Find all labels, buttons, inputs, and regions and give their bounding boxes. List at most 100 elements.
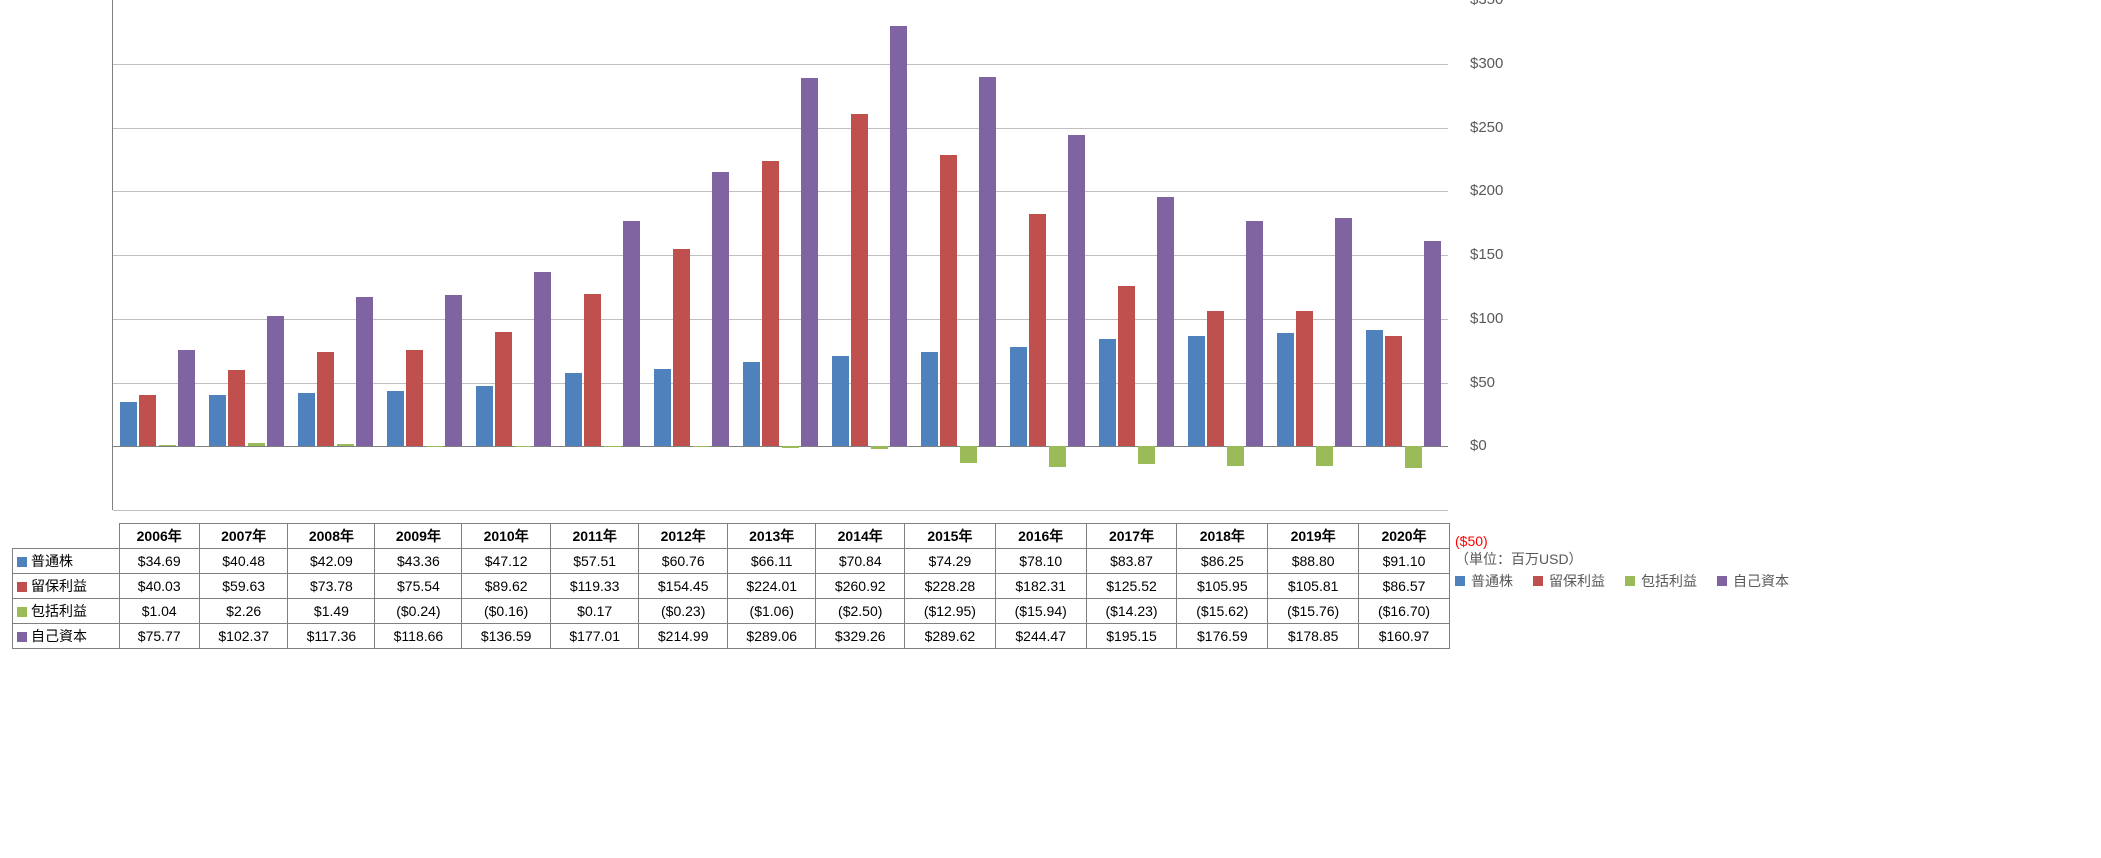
table-cell: $42.09 — [288, 549, 375, 574]
gridline — [113, 510, 1448, 511]
table-cell: $160.97 — [1359, 624, 1450, 649]
table-cell: $105.95 — [1177, 574, 1268, 599]
bar-retained — [1207, 311, 1224, 446]
y-axis-label: $350 — [1470, 0, 1550, 8]
table-cell: $70.84 — [816, 549, 905, 574]
row-swatch-icon — [17, 607, 27, 617]
legend-item: 自己資本 — [1717, 571, 1789, 591]
bar-retained — [1385, 336, 1402, 446]
right-legend: ($50) （単位：百万USD） 普通株留保利益包括利益自己資本 — [1455, 533, 2085, 593]
table-column-header: 2018年 — [1177, 524, 1268, 549]
table-cell: $102.37 — [199, 624, 288, 649]
bar-common — [1099, 339, 1116, 446]
table-row: 包括利益$1.04$2.26$1.49($0.24)($0.16)$0.17($… — [13, 599, 1450, 624]
legend-unit: （単位：百万USD） — [1455, 549, 2085, 569]
table-cell: $119.33 — [550, 574, 639, 599]
table-column-header: 2012年 — [639, 524, 728, 549]
table-column-header: 2010年 — [462, 524, 551, 549]
table-cell: $57.51 — [550, 549, 639, 574]
table-cell: $59.63 — [199, 574, 288, 599]
y-axis-label: $200 — [1470, 182, 1550, 199]
table-cell: $75.54 — [375, 574, 462, 599]
bar-common — [1277, 333, 1294, 446]
table-row-header: 包括利益 — [13, 599, 120, 624]
bar-equity — [267, 316, 284, 447]
y-axis-label: $250 — [1470, 119, 1550, 136]
table-cell: $0.17 — [550, 599, 639, 624]
gridline — [113, 191, 1448, 192]
table-column-header: 2015年 — [904, 524, 995, 549]
legend-item: 留保利益 — [1533, 571, 1605, 591]
table-cell: ($0.24) — [375, 599, 462, 624]
legend-item: 包括利益 — [1625, 571, 1697, 591]
bar-equity — [356, 297, 373, 447]
table-cell: $182.31 — [995, 574, 1086, 599]
bar-equity — [979, 77, 996, 446]
bar-compr — [871, 446, 888, 449]
bar-common — [1010, 347, 1027, 447]
table-cell: ($15.62) — [1177, 599, 1268, 624]
bar-equity — [890, 26, 907, 446]
table-cell: ($15.94) — [995, 599, 1086, 624]
data-table: 2006年2007年2008年2009年2010年2011年2012年2013年… — [12, 523, 1450, 649]
bar-equity — [534, 272, 551, 446]
bar-common — [298, 393, 315, 447]
legend-item: 普通株 — [1455, 571, 1513, 591]
table-cell: $244.47 — [995, 624, 1086, 649]
bar-common — [120, 402, 137, 446]
table-cell: $88.80 — [1268, 549, 1359, 574]
table-cell: ($14.23) — [1086, 599, 1177, 624]
bar-equity — [801, 78, 818, 447]
bar-compr — [337, 444, 354, 446]
table-column-header: 2013年 — [727, 524, 816, 549]
bar-retained — [762, 161, 779, 447]
bar-compr — [248, 443, 265, 446]
table-cell: $47.12 — [462, 549, 551, 574]
table-cell: $178.85 — [1268, 624, 1359, 649]
table-cell: $75.77 — [119, 624, 199, 649]
table-row: 留保利益$40.03$59.63$73.78$75.54$89.62$119.3… — [13, 574, 1450, 599]
table-cell: $74.29 — [904, 549, 995, 574]
bar-retained — [1296, 311, 1313, 446]
table-row-header: 普通株 — [13, 549, 120, 574]
table-cell: $260.92 — [816, 574, 905, 599]
table-cell: $224.01 — [727, 574, 816, 599]
table-cell: $86.57 — [1359, 574, 1450, 599]
bar-common — [921, 352, 938, 447]
bar-common — [654, 369, 671, 446]
bar-retained — [1029, 214, 1046, 446]
legend-label: 普通株 — [1471, 571, 1513, 591]
bar-common — [209, 395, 226, 447]
bar-compr — [1405, 446, 1422, 467]
table-cell: $289.06 — [727, 624, 816, 649]
bar-common — [1366, 330, 1383, 446]
legend-neg-tick: ($50) — [1455, 533, 2085, 549]
table-cell: $289.62 — [904, 624, 995, 649]
table-cell: $117.36 — [288, 624, 375, 649]
table-cell: $43.36 — [375, 549, 462, 574]
table-column-header: 2007年 — [199, 524, 288, 549]
legend-swatch-icon — [1717, 576, 1727, 586]
table-cell: $118.66 — [375, 624, 462, 649]
table-cell: $177.01 — [550, 624, 639, 649]
table-cell: $34.69 — [119, 549, 199, 574]
row-label: 普通株 — [31, 553, 73, 569]
y-axis-label: $300 — [1470, 55, 1550, 72]
table-cell: $89.62 — [462, 574, 551, 599]
bar-common — [565, 373, 582, 446]
bar-retained — [139, 395, 156, 446]
bar-retained — [1118, 286, 1135, 446]
bar-equity — [1068, 135, 1085, 447]
table-column-header: 2006年 — [119, 524, 199, 549]
table-cell: ($15.76) — [1268, 599, 1359, 624]
table-column-header: 2017年 — [1086, 524, 1177, 549]
legend-swatch-icon — [1533, 576, 1543, 586]
table-column-header: 2016年 — [995, 524, 1086, 549]
bar-common — [832, 356, 849, 446]
legend-swatch-icon — [1625, 576, 1635, 586]
table-cell: ($0.16) — [462, 599, 551, 624]
gridline — [113, 64, 1448, 65]
bar-retained — [317, 352, 334, 446]
chart-with-table: { "chart": { "type": "bar", "plot": { "x… — [0, 0, 2101, 858]
table-column-header: 2020年 — [1359, 524, 1450, 549]
